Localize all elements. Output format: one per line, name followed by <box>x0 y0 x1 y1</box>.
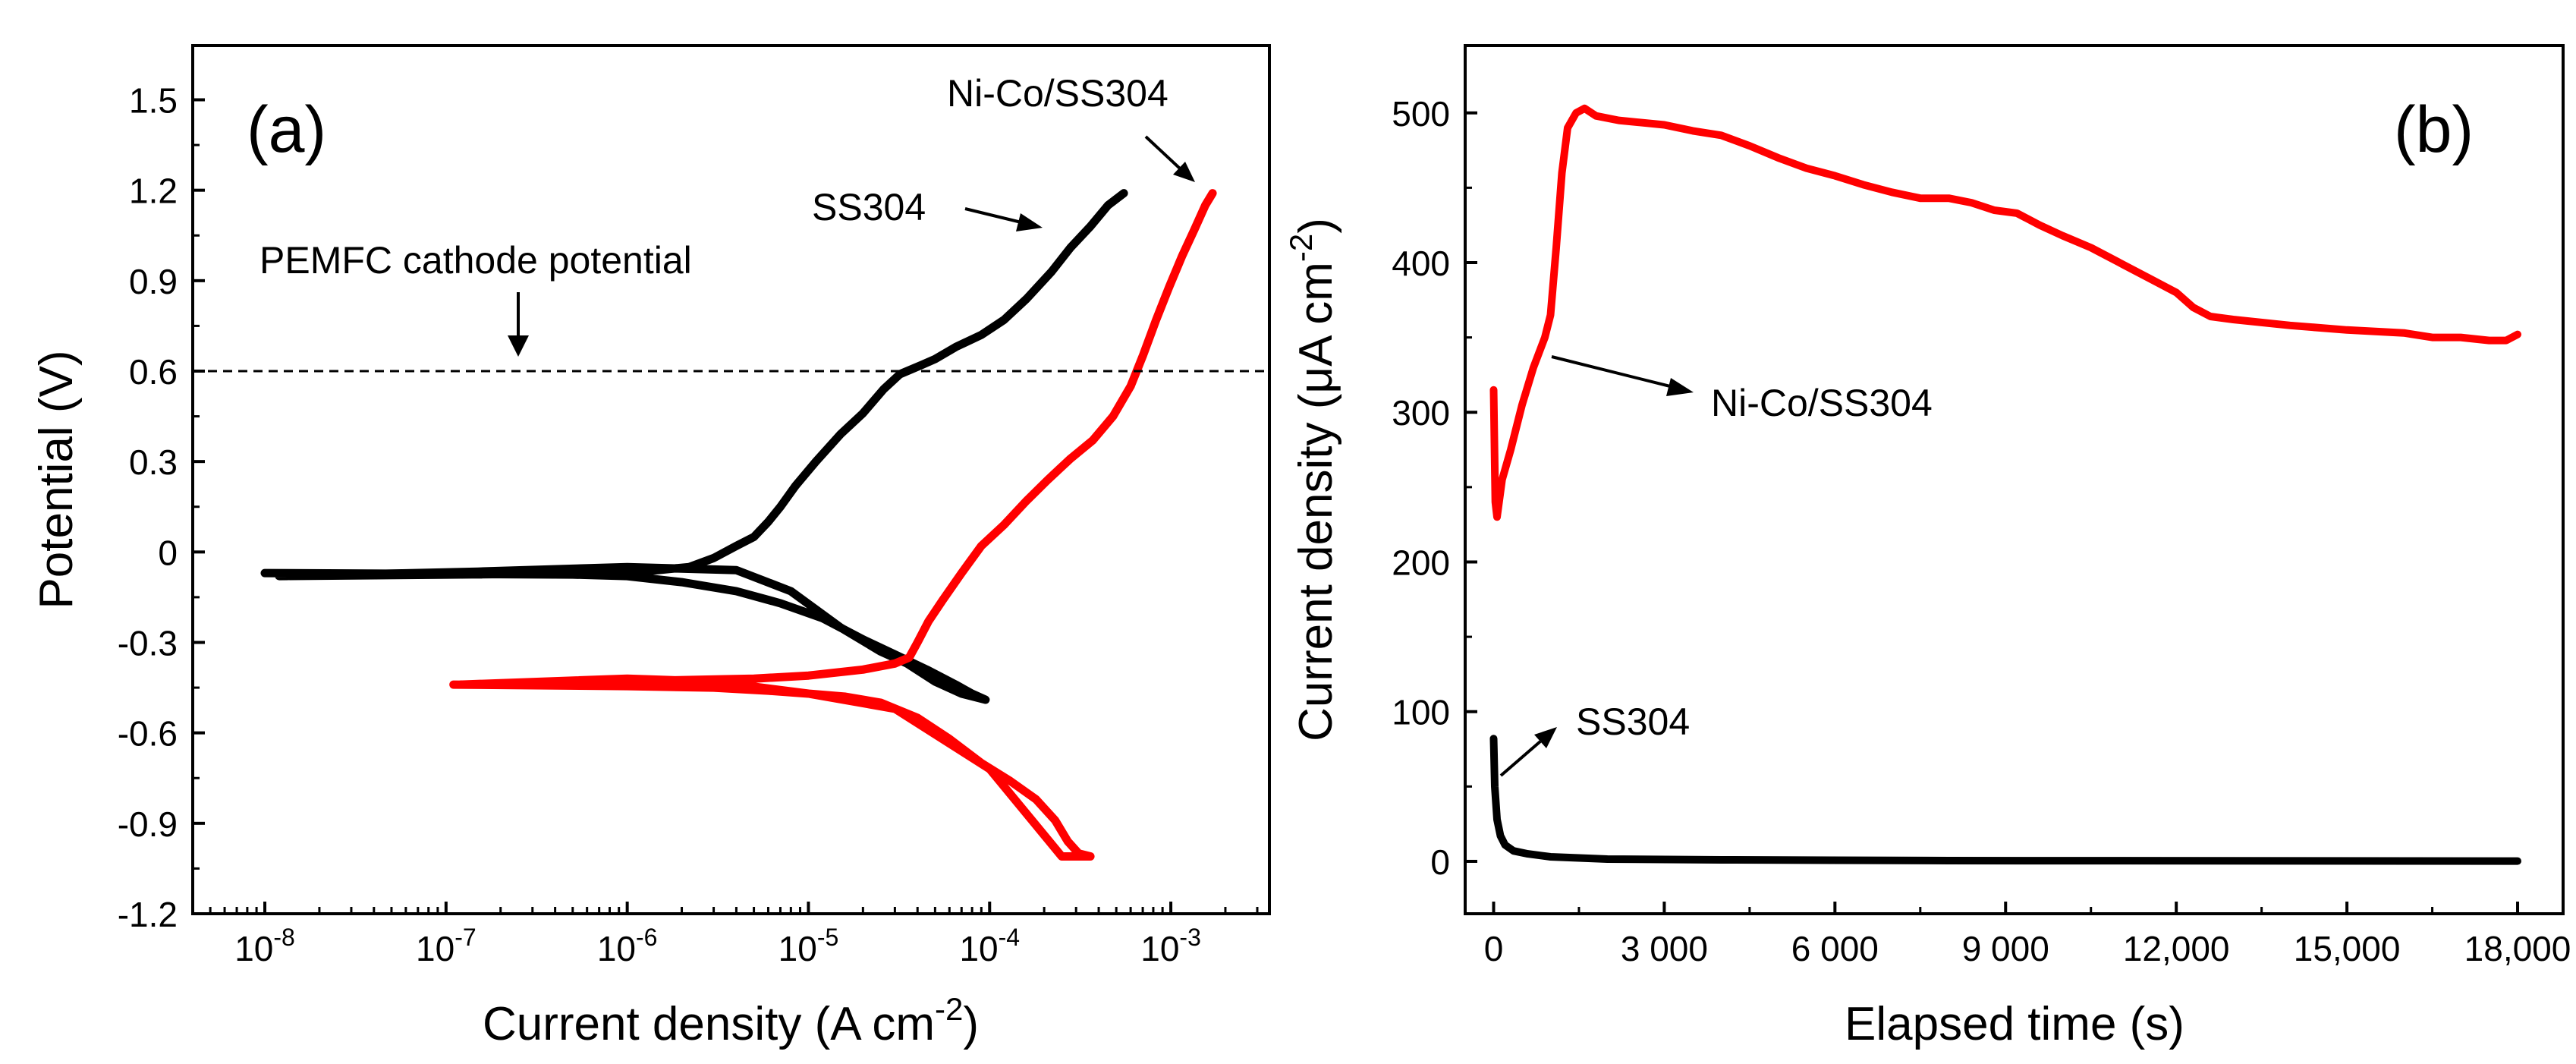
panel-b-plot-frame <box>1464 44 2565 915</box>
panel-a-series-ss304-line <box>260 189 1128 704</box>
panel-b-annotation-nico: Ni-Co/SS304 <box>1711 382 1933 424</box>
panel-b-x-tick-label: 15,000 <box>2294 929 2401 968</box>
panel-b-y-axis-title-sup: -2 <box>1283 234 1319 262</box>
panel-a-x-tick-label: 10-3 <box>1140 924 1201 968</box>
panel-b-y-tick-label: 200 <box>1392 543 1450 582</box>
panel-b-y-tick-label: 400 <box>1392 244 1450 283</box>
panel-a-ss304-arrow <box>964 207 1043 231</box>
panel-a-x-axis: 10-8 10-7 10-6 10-5 10-4 10-3 <box>191 902 1259 968</box>
panel-b-series-nico-ss304-line <box>1489 104 2521 521</box>
panel-a-x-tick-exp: -5 <box>817 924 838 951</box>
panel-b-y-axis-title-main: Current density (μA cm <box>1290 262 1342 741</box>
panel-b-y-tick-label: 0 <box>1430 842 1450 882</box>
panel-a-x-tick-exp: -6 <box>636 924 657 951</box>
panel-b-x-tick-label: 12,000 <box>2123 929 2230 968</box>
panel-a-reference-arrow <box>508 292 529 357</box>
panel-b-label: (b) <box>2394 93 2474 166</box>
panel-a-plot-frame <box>191 44 1271 915</box>
panel-a-x-axis-title-sup: -2 <box>935 991 963 1027</box>
panel-b-x-tick-label: 18,000 <box>2464 929 2571 968</box>
panel-a-y-tick-label: -0.6 <box>118 714 178 754</box>
panel-b-x-tick-label: 0 <box>1484 929 1504 968</box>
panel-a-x-tick-exp: -7 <box>454 924 476 951</box>
panel-b-x-tick-label: 3 000 <box>1621 929 1708 968</box>
panel-a-x-tick-exp: -4 <box>999 924 1020 951</box>
panel-b-y-axis: 0 100 200 300 400 500 <box>1392 94 1477 882</box>
panel-a-x-axis-title: Current density (A cm-2) <box>483 991 979 1050</box>
panel-a-y-tick-label: 0 <box>158 533 178 572</box>
panel-a-y-axis-title: Potential (V) <box>30 350 83 609</box>
panel-a-x-tick-base: 10 <box>234 929 273 968</box>
panel-a-y-tick-label: 1.5 <box>129 81 178 121</box>
panel-b-y-tick-label: 100 <box>1392 693 1450 732</box>
panel-a-x-axis-title-end: ) <box>963 998 979 1050</box>
panel-a-reference-label: PEMFC cathode potential <box>259 239 692 282</box>
panel-b-x-tick-label: 9 000 <box>1962 929 2049 968</box>
panel-b-nico-arrow <box>1551 355 1694 396</box>
panel-b-y-tick-label: 300 <box>1392 393 1450 433</box>
panel-a-label: (a) <box>247 93 326 166</box>
panel-b-current-time-chart: 0 3 000 6 000 9 000 12,000 15,000 18,000 0 100 2… <box>1283 44 2571 1050</box>
panel-a-y-tick-label: 1.2 <box>129 172 178 211</box>
panel-a-x-tick-label: 10-4 <box>959 924 1020 968</box>
panel-a-y-tick-label: 0.9 <box>129 262 178 301</box>
panel-a-y-tick-label: -0.9 <box>118 804 178 844</box>
panel-a-y-tick-label: -1.2 <box>118 895 178 934</box>
panel-a-x-axis-title-main: Current density (A cm <box>483 998 935 1050</box>
panel-a-x-tick-base: 10 <box>778 929 817 968</box>
panel-b-x-axis: 0 3 000 6 000 9 000 12,000 15,000 18,000 <box>1484 902 2571 968</box>
panel-a-x-tick-label: 10-7 <box>416 924 477 968</box>
panel-a-x-tick-exp: -8 <box>273 924 294 951</box>
panel-b-series-ss304-line <box>1489 735 2521 865</box>
panel-a-series-layer <box>260 189 1217 861</box>
panel-a-x-tick-label: 10-5 <box>778 924 839 968</box>
panel-a-y-tick-label: 0.3 <box>129 442 178 482</box>
panel-a-y-axis: 1.5 1.2 0.9 0.6 0.3 0 -0.3 -0.6 -0.9 -1.2 <box>118 81 205 934</box>
panel-a-x-tick-base: 10 <box>597 929 636 968</box>
panel-b-y-axis-title-end: ) <box>1290 218 1342 234</box>
panel-b-ss304-arrow <box>1499 727 1557 777</box>
panel-b-y-tick-label: 500 <box>1392 94 1450 134</box>
panel-a-y-tick-label: -0.3 <box>118 624 178 663</box>
panel-b-y-axis-title: Current density (μA cm-2) <box>1283 218 1342 741</box>
panel-b-annotation-ss304: SS304 <box>1576 700 1690 743</box>
panel-a-x-tick-label: 10-8 <box>234 924 295 968</box>
panel-a-x-tick-exp: -3 <box>1179 924 1200 951</box>
panel-a-x-tick-base: 10 <box>1140 929 1179 968</box>
panel-a-annotation-nico: Ni-Co/SS304 <box>947 72 1168 115</box>
panel-a-annotation-ss304: SS304 <box>812 186 926 228</box>
panel-b-x-axis-title: Elapsed time (s) <box>1845 998 2184 1050</box>
panel-a-x-tick-base: 10 <box>959 929 998 968</box>
panel-b-series-layer <box>1489 104 2521 865</box>
panel-a-nico-arrow <box>1144 135 1195 182</box>
panel-b-x-tick-label: 6 000 <box>1791 929 1879 968</box>
panel-a-series-nico-ss304-line <box>449 189 1217 861</box>
panel-a-x-tick-label: 10-6 <box>597 924 658 968</box>
panel-a-polarization-chart: 10-8 10-7 10-6 10-5 10-4 10-3 1.51.20.90.60.3… <box>30 44 1271 1050</box>
panel-a-x-tick-base: 10 <box>416 929 454 968</box>
panel-a-y-tick-label: 0.6 <box>129 352 178 392</box>
